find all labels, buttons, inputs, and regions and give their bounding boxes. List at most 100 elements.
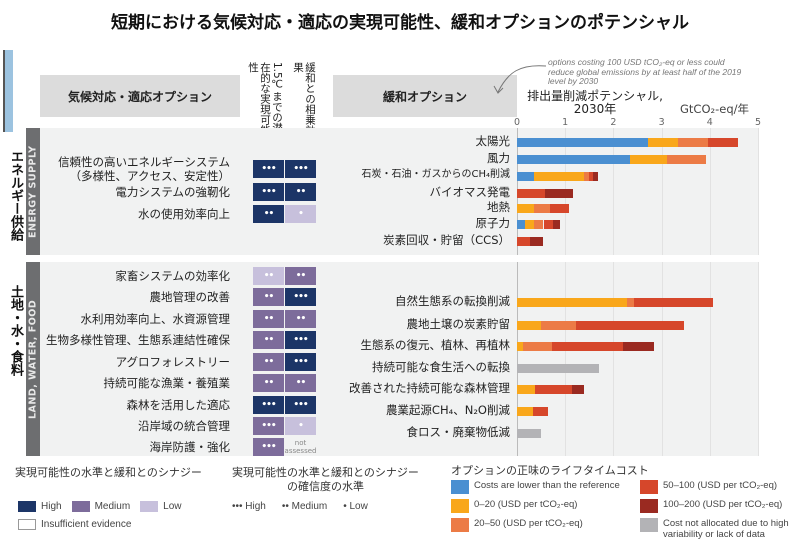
- synergy-cell: ••: [285, 183, 316, 201]
- gridline: [709, 128, 711, 255]
- adaptation-option-label: 水の使用効率向上: [138, 207, 230, 221]
- legend-cost-swatch: [640, 518, 658, 532]
- synergy-cell: •••: [285, 353, 316, 371]
- legend-conf-high: ••• High: [232, 501, 266, 512]
- gridline: [517, 262, 518, 456]
- x-tick-label: 0: [513, 117, 521, 128]
- legend-cost-label: 20–50 (USD per tCO₂-eq): [474, 518, 583, 529]
- sector-label-land-jp: 土地・水・食料: [8, 285, 23, 376]
- adaptation-option-label: 水利用効率向上、水資源管理: [80, 312, 231, 326]
- bar-segment: [517, 428, 542, 438]
- land-panel: [40, 262, 758, 456]
- legend-medium: Medium: [94, 501, 131, 512]
- bar-segment: [633, 297, 713, 307]
- gridline: [613, 262, 615, 456]
- legend-cost-item: 100–200 (USD per tCO₂-eq): [640, 499, 782, 513]
- x-tick-label: 5: [754, 117, 762, 128]
- x-tick-label: 1: [562, 117, 569, 128]
- synergy-cell: ••: [285, 374, 316, 392]
- bar-segment: [530, 236, 544, 246]
- axis-title-line1: 排出量削減ポテンシャル,: [527, 89, 663, 103]
- mitigation-option-label: 改善された持続可能な森林管理: [349, 381, 510, 395]
- feasibility-cell: ••: [253, 310, 284, 328]
- x-tick-label: 4: [706, 117, 713, 128]
- x-tick-label: 3: [658, 117, 665, 128]
- gridline: [709, 262, 711, 456]
- axis-title: 排出量削減ポテンシャル, 2030年: [525, 90, 665, 116]
- bar-segment: [517, 341, 523, 351]
- bar-segment: [533, 171, 584, 181]
- bar-segment: [544, 188, 574, 198]
- bar-segment: [534, 203, 551, 213]
- bar-segment: [517, 320, 542, 330]
- feasibility-cell: ••: [253, 374, 284, 392]
- feasibility-cell: ••: [253, 288, 284, 306]
- figure-title: 短期における気候対応・適応の実現可能性、緩和オプションのポテンシャル: [111, 13, 689, 33]
- synergy-cell: •••: [285, 288, 316, 306]
- mitigation-header: 緩和オプション: [333, 75, 517, 117]
- synergy-cell: •••: [285, 331, 316, 349]
- axis-title-line2: 2030年: [573, 102, 617, 116]
- legend-high: High: [41, 501, 62, 512]
- legend-cost-swatch: [451, 518, 469, 532]
- legend-conf-medium: •• Medium: [281, 501, 328, 512]
- adaptation-option-label: 農地管理の改善: [149, 290, 231, 304]
- bar-segment: [533, 219, 544, 229]
- synergy-cell: •: [285, 205, 316, 223]
- feasibility-header: 1.5℃までの潜在的な実現可能性: [247, 62, 283, 136]
- axis-unit: GtCO₂-eq/年: [680, 102, 750, 116]
- legend-cost-label: 0–20 (USD per tCO₂-eq): [474, 499, 578, 510]
- bar-segment: [517, 137, 648, 147]
- gridline: [565, 262, 567, 456]
- bar-segment: [572, 384, 584, 394]
- adaptation-option-label: 海岸防護・強化: [149, 440, 231, 454]
- mitigation-option-label: 太陽光: [475, 134, 511, 148]
- legend-cost-item: 50–100 (USD per tCO₂-eq): [640, 480, 777, 494]
- legend-cost-swatch: [451, 480, 469, 494]
- synergy-cell: •••: [285, 396, 316, 414]
- legend-swatch-low: [140, 501, 159, 512]
- synergy-cell: not assessed: [284, 439, 317, 455]
- mitigation-option-label: 地熱: [487, 200, 510, 214]
- synergy-cell: ••: [285, 310, 316, 328]
- x-tick-label: 2: [610, 117, 617, 128]
- legend-confidence-title: 実現可能性の水準と緩和とのシナジーの確信度の水準: [232, 466, 419, 493]
- legend-cost-swatch: [640, 480, 658, 494]
- bar-segment: [517, 188, 545, 198]
- synergy-header: 緩和との相乗効果: [292, 62, 316, 136]
- legend-cost-item: Cost not allocated due to high variabili…: [640, 518, 798, 540]
- bar-segment: [583, 171, 589, 181]
- mitigation-option-label: 石炭・石油・ガスからのCH₄削減: [361, 169, 510, 180]
- mitigation-option-label: 持続可能な食生活への転換: [372, 360, 510, 374]
- synergy-cell: ••: [285, 267, 316, 285]
- bar-segment: [541, 320, 577, 330]
- adaptation-option-label: 持続可能な漁業・養殖業: [103, 376, 231, 390]
- gridline: [613, 128, 615, 255]
- legend-cost-item: 20–50 (USD per tCO₂-eq): [451, 518, 583, 532]
- gridline: [758, 128, 759, 255]
- mitigation-option-label: 生態系の復元、植林、再植林: [360, 338, 511, 352]
- legend-cost-item: 0–20 (USD per tCO₂-eq): [451, 499, 577, 513]
- adaptation-option-label: 沿岸域の統合管理: [138, 419, 230, 433]
- bar-segment: [517, 384, 536, 394]
- legend-cost-label: 100–200 (USD per tCO₂-eq): [663, 499, 783, 510]
- left-edge-strip: [3, 50, 13, 132]
- mitigation-option-label: バイオマス発電: [429, 185, 511, 199]
- bar-segment: [647, 137, 678, 147]
- synergy-cell: •••: [285, 160, 316, 178]
- feasibility-cell: •••: [253, 396, 284, 414]
- bar-segment: [543, 219, 553, 229]
- legend-cost-label: Costs are lower than the reference: [474, 480, 620, 491]
- bar-segment: [552, 341, 624, 351]
- bar-segment: [627, 297, 634, 307]
- legend-feasibility-title: 実現可能性の水準と緩和とのシナジー: [15, 466, 202, 479]
- legend-swatch-insufficient: [18, 519, 36, 530]
- bar-segment: [517, 171, 534, 181]
- mitigation-option-label: 自然生態系の転換削減: [395, 294, 510, 308]
- bar-segment: [552, 219, 561, 229]
- legend-cost-title: オプションの正味のライフタイムコスト: [451, 464, 649, 477]
- gridline: [661, 128, 663, 255]
- bar-segment: [677, 137, 708, 147]
- bar-segment: [667, 154, 706, 164]
- legend-cost-swatch: [451, 499, 469, 513]
